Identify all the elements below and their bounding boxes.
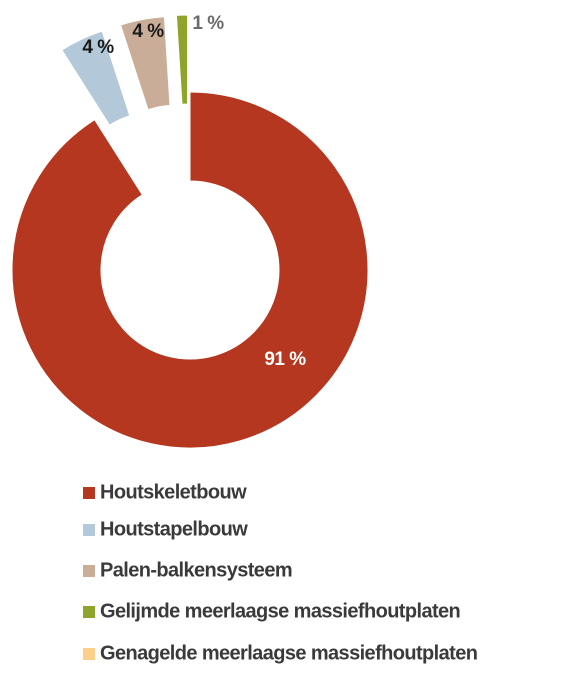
legend-label: Gelijmde meerlaagse massiefhoutplaten bbox=[100, 600, 460, 622]
legend-label: Houtskeletbouw bbox=[100, 481, 247, 503]
donut-slice bbox=[61, 30, 131, 126]
data-label: 4 % bbox=[82, 37, 114, 58]
donut-slice bbox=[119, 16, 171, 111]
legend-swatch bbox=[83, 487, 95, 499]
legend-label: Houtstapelbouw bbox=[100, 518, 248, 540]
legend-swatch bbox=[83, 565, 95, 577]
donut-slice bbox=[11, 91, 369, 449]
legend-swatch bbox=[83, 524, 95, 536]
data-label: 91 % bbox=[264, 349, 306, 370]
legend-swatch bbox=[83, 648, 95, 660]
legend-label: Palen-balkensysteem bbox=[100, 559, 292, 581]
data-label: 1 % bbox=[192, 13, 224, 34]
data-label: 4 % bbox=[132, 21, 164, 42]
legend-swatch bbox=[83, 606, 95, 618]
donut-slice bbox=[175, 14, 189, 105]
legend-label: Genagelde meerlaagse massiefhoutplaten bbox=[100, 642, 477, 664]
